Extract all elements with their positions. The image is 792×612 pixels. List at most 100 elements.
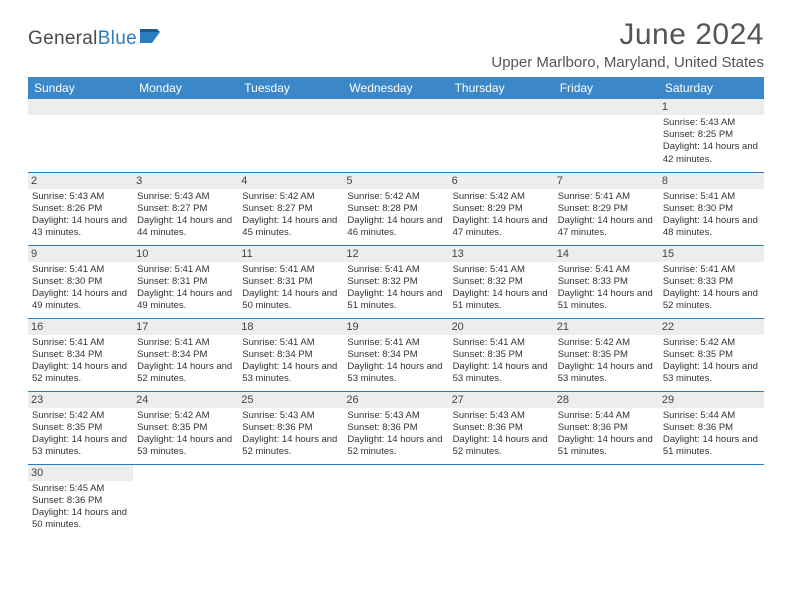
calendar-day-cell: 6Sunrise: 5:42 AMSunset: 8:29 PMDaylight… [449,172,554,245]
calendar-day-cell [133,99,238,172]
day-detail-line: Daylight: 14 hours and 52 minutes. [242,434,339,458]
day-detail-line: Sunset: 8:36 PM [242,422,339,434]
calendar-day-cell: 5Sunrise: 5:42 AMSunset: 8:28 PMDaylight… [343,172,448,245]
calendar-day-cell: 10Sunrise: 5:41 AMSunset: 8:31 PMDayligh… [133,245,238,318]
day-number: 3 [133,173,238,189]
month-title: June 2024 [491,18,764,52]
calendar-day-cell: 11Sunrise: 5:41 AMSunset: 8:31 PMDayligh… [238,245,343,318]
day-detail-line: Daylight: 14 hours and 53 minutes. [558,361,655,385]
calendar-header-row: SundayMondayTuesdayWednesdayThursdayFrid… [28,77,764,99]
calendar-day-cell [343,464,448,537]
day-detail-line: Daylight: 14 hours and 49 minutes. [137,288,234,312]
day-detail-line: Sunrise: 5:41 AM [32,337,129,349]
day-detail-line: Daylight: 14 hours and 52 minutes. [137,361,234,385]
day-detail-line: Daylight: 14 hours and 52 minutes. [347,434,444,458]
day-number: 5 [343,173,448,189]
day-detail-line: Sunset: 8:34 PM [242,349,339,361]
day-detail-line: Sunrise: 5:44 AM [663,410,760,422]
day-detail-line: Sunrise: 5:41 AM [347,337,444,349]
day-detail-line: Sunset: 8:36 PM [663,422,760,434]
calendar-day-cell: 1Sunrise: 5:43 AMSunset: 8:25 PMDaylight… [659,99,764,172]
calendar-day-cell [449,464,554,537]
day-detail-line: Sunset: 8:33 PM [558,276,655,288]
day-detail-line: Sunset: 8:33 PM [663,276,760,288]
calendar-day-cell [554,99,659,172]
day-number: 14 [554,246,659,262]
day-detail-line: Daylight: 14 hours and 52 minutes. [663,288,760,312]
calendar-day-cell: 27Sunrise: 5:43 AMSunset: 8:36 PMDayligh… [449,391,554,464]
day-detail-line: Sunset: 8:28 PM [347,203,444,215]
day-number: 28 [554,392,659,408]
calendar-day-cell: 22 Sunrise: 5:42 AMSunset: 8:35 PMDayligh… [659,318,764,391]
weekday-header: Tuesday [238,77,343,99]
calendar-day-cell: 7Sunrise: 5:41 AMSunset: 8:29 PMDaylight… [554,172,659,245]
day-detail-line: Sunset: 8:32 PM [347,276,444,288]
day-detail-line: Sunset: 8:36 PM [558,422,655,434]
weekday-header: Wednesday [343,77,448,99]
day-number: 27 [449,392,554,408]
day-detail-line: Daylight: 14 hours and 51 minutes. [663,434,760,458]
day-detail-line: Sunrise: 5:43 AM [453,410,550,422]
day-detail-line: Sunrise: 5:41 AM [137,337,234,349]
calendar-day-cell: 19Sunrise: 5:41 AMSunset: 8:34 PMDayligh… [343,318,448,391]
day-number: 17 [133,319,238,335]
day-detail-line: Sunset: 8:36 PM [453,422,550,434]
day-detail-line: Sunrise: 5:41 AM [347,264,444,276]
day-detail-line: Daylight: 14 hours and 53 minutes. [137,434,234,458]
calendar-day-cell [449,99,554,172]
day-number: 20 [449,319,554,335]
weekday-header: Thursday [449,77,554,99]
day-number: 4 [238,173,343,189]
day-detail-line: Sunrise: 5:42 AM [137,410,234,422]
day-number [449,99,554,115]
calendar-day-cell: 14Sunrise: 5:41 AMSunset: 8:33 PMDayligh… [554,245,659,318]
calendar-day-cell: 18Sunrise: 5:41 AMSunset: 8:34 PMDayligh… [238,318,343,391]
day-detail-line: Sunrise: 5:42 AM [242,191,339,203]
calendar-day-cell: 3Sunrise: 5:43 AMSunset: 8:27 PMDaylight… [133,172,238,245]
day-detail-line: Daylight: 14 hours and 47 minutes. [453,215,550,239]
day-detail-line: Sunset: 8:35 PM [663,349,760,361]
day-detail-line: Sunrise: 5:41 AM [558,191,655,203]
calendar-day-cell: 26Sunrise: 5:43 AMSunset: 8:36 PMDayligh… [343,391,448,464]
day-detail-line: Daylight: 14 hours and 53 minutes. [32,434,129,458]
calendar-day-cell [554,464,659,537]
day-detail-line: Sunrise: 5:45 AM [32,483,129,495]
calendar-day-cell [343,99,448,172]
day-detail-line: Daylight: 14 hours and 46 minutes. [347,215,444,239]
day-detail-line: Sunrise: 5:41 AM [558,264,655,276]
day-detail-line: Sunrise: 5:42 AM [663,337,760,349]
day-number: 6 [449,173,554,189]
day-detail-line: Daylight: 14 hours and 49 minutes. [32,288,129,312]
day-number: 16 [28,319,133,335]
day-number: 8 [659,173,764,189]
day-detail-line: Sunset: 8:29 PM [558,203,655,215]
day-number [343,99,448,115]
title-block: June 2024 Upper Marlboro, Maryland, Unit… [491,18,764,71]
day-number: 2 [28,173,133,189]
calendar-day-cell: 17Sunrise: 5:41 AMSunset: 8:34 PMDayligh… [133,318,238,391]
day-number: 19 [343,319,448,335]
day-number: 22 [659,319,764,335]
calendar-day-cell: 8Sunrise: 5:41 AMSunset: 8:30 PMDaylight… [659,172,764,245]
calendar-body: 1Sunrise: 5:43 AMSunset: 8:25 PMDaylight… [28,99,764,537]
calendar-day-cell [238,99,343,172]
calendar-week-row: 2Sunrise: 5:43 AMSunset: 8:26 PMDaylight… [28,172,764,245]
day-detail-line: Daylight: 14 hours and 44 minutes. [137,215,234,239]
day-number: 15 [659,246,764,262]
day-number: 23 [28,392,133,408]
day-detail-line: Daylight: 14 hours and 53 minutes. [663,361,760,385]
weekday-header: Sunday [28,77,133,99]
day-detail-line: Daylight: 14 hours and 42 minutes. [663,141,760,165]
day-detail-line: Sunset: 8:34 PM [32,349,129,361]
day-number: 26 [343,392,448,408]
day-detail-line: Sunrise: 5:43 AM [663,117,760,129]
calendar-week-row: 9Sunrise: 5:41 AMSunset: 8:30 PMDaylight… [28,245,764,318]
day-detail-line: Sunrise: 5:41 AM [663,191,760,203]
day-detail-line: Sunset: 8:30 PM [32,276,129,288]
day-detail-line: Sunset: 8:31 PM [137,276,234,288]
calendar-table: SundayMondayTuesdayWednesdayThursdayFrid… [28,77,764,537]
day-number: 10 [133,246,238,262]
day-detail-line: Sunset: 8:35 PM [32,422,129,434]
day-detail-line: Daylight: 14 hours and 53 minutes. [347,361,444,385]
calendar-week-row: 30Sunrise: 5:45 AMSunset: 8:36 PMDayligh… [28,464,764,537]
